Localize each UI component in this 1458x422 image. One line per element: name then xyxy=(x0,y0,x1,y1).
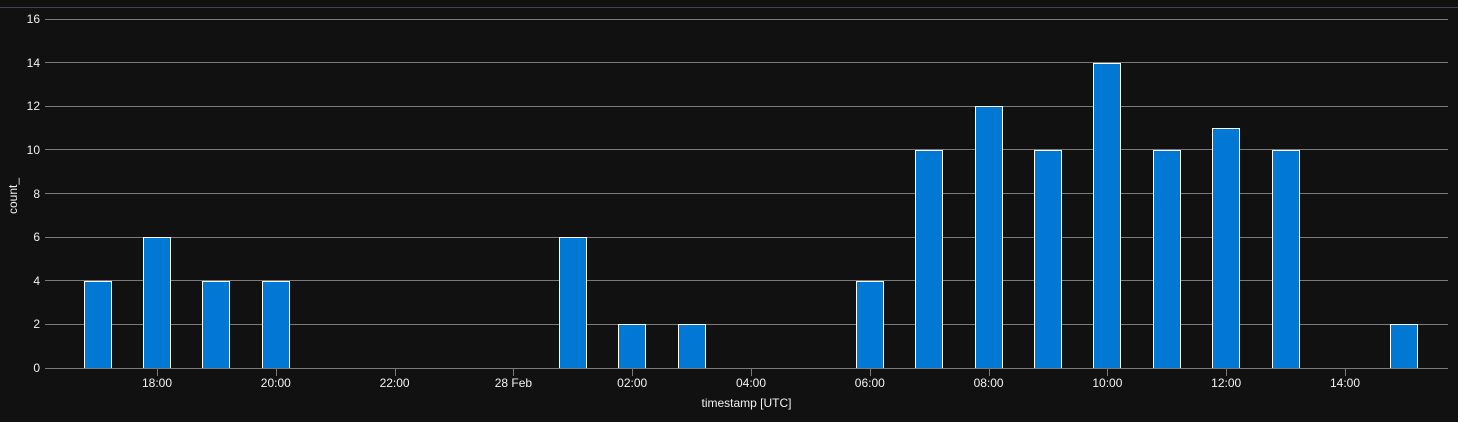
x-tick-label-04:00: 04:00 xyxy=(735,376,767,390)
gridline-y-4 xyxy=(45,280,1448,282)
x-tick-14:00 xyxy=(1345,368,1346,376)
bar-15:00[interactable] xyxy=(1390,324,1419,368)
x-tick-label-22:00: 22:00 xyxy=(379,376,410,390)
gridline-y-12 xyxy=(45,105,1448,107)
x-tick-label-14:00: 14:00 xyxy=(1329,376,1361,390)
gridline-y-16 xyxy=(45,18,1448,20)
x-tick-label-20:00: 20:00 xyxy=(260,376,291,390)
x-tick-20:00 xyxy=(275,368,277,376)
bar-17:00[interactable] xyxy=(83,280,112,368)
bar-10:00[interactable] xyxy=(1093,62,1122,368)
bar-01:00[interactable] xyxy=(558,237,587,368)
x-tick-10:00 xyxy=(1107,368,1109,376)
bar-02:00[interactable] xyxy=(618,324,647,368)
x-tick-02:00 xyxy=(632,368,634,376)
x-tick-label-02:00: 02:00 xyxy=(617,376,648,390)
bar-11:00[interactable] xyxy=(1152,149,1181,368)
gridline-y-2 xyxy=(45,323,1448,325)
x-tick-label-18:00: 18:00 xyxy=(141,376,173,390)
x-tick-18:00 xyxy=(157,368,158,376)
gridline-y-8 xyxy=(45,193,1448,194)
bar-20:00[interactable] xyxy=(261,280,290,368)
bar-09:00[interactable] xyxy=(1034,149,1062,368)
bar-12:00[interactable] xyxy=(1212,128,1241,368)
x-tick-label-28 Feb: 28 Feb xyxy=(494,376,533,390)
y-tick-label-0: 0 xyxy=(33,361,40,375)
x-tick-label-10:00: 10:00 xyxy=(1092,376,1123,390)
y-tick-label-12: 12 xyxy=(26,99,40,114)
y-tick-label-14: 14 xyxy=(26,55,40,70)
gridline-y-10 xyxy=(45,149,1448,151)
x-tick-28 Feb xyxy=(513,368,515,376)
gridline-y-0 xyxy=(45,367,1448,369)
y-tick-label-4: 4 xyxy=(33,273,40,288)
x-tick-22:00 xyxy=(394,368,396,376)
x-axis-title: timestamp [UTC] xyxy=(701,396,792,410)
bar-06:00[interactable] xyxy=(855,280,884,368)
bar-19:00[interactable] xyxy=(202,280,231,368)
bar-08:00[interactable] xyxy=(974,106,1003,368)
y-tick-label-6: 6 xyxy=(33,230,40,245)
bar-03:00[interactable] xyxy=(677,324,706,368)
bar-07:00[interactable] xyxy=(915,149,944,368)
x-tick-label-06:00: 06:00 xyxy=(854,376,885,390)
gridline-y-14 xyxy=(45,62,1448,64)
x-tick-06:00 xyxy=(869,368,871,376)
bar-18:00[interactable] xyxy=(143,237,171,368)
y-tick-label-10: 10 xyxy=(26,142,40,157)
x-tick-label-12:00: 12:00 xyxy=(1211,376,1242,390)
gridline-y-6 xyxy=(45,236,1448,238)
bar-13:00[interactable] xyxy=(1271,149,1300,368)
x-tick-label-08:00: 08:00 xyxy=(973,376,1004,390)
y-tick-label-16: 16 xyxy=(26,12,40,26)
y-tick-label-8: 8 xyxy=(33,186,40,201)
y-tick-label-2: 2 xyxy=(33,317,40,332)
x-tick-04:00 xyxy=(751,368,752,376)
panel-top-border xyxy=(0,7,1458,8)
x-tick-12:00 xyxy=(1226,368,1228,376)
x-tick-08:00 xyxy=(988,368,990,376)
